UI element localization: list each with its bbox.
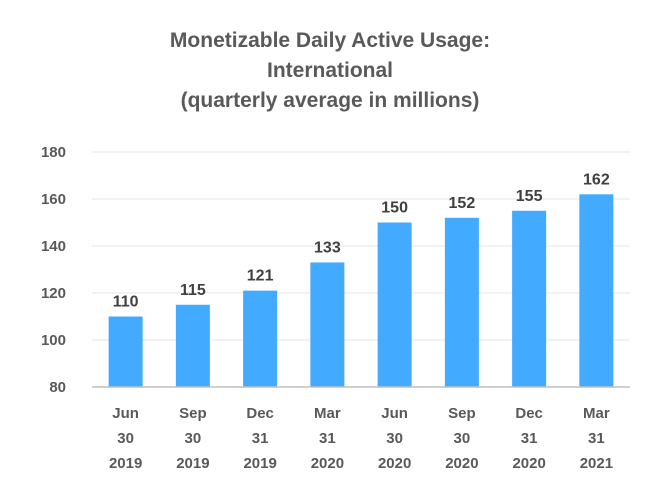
x-tick-label-line: 2020 bbox=[311, 455, 344, 472]
bar bbox=[444, 217, 479, 387]
chart-title: Monetizable Daily Active Usage: Internat… bbox=[0, 26, 660, 116]
gridlines bbox=[92, 151, 630, 341]
x-tick-label: Sep 30 2020 bbox=[445, 405, 478, 472]
x-tick-label-line: 2020 bbox=[512, 455, 545, 472]
y-tick-label: 180 bbox=[41, 144, 66, 161]
x-tick-label-line: Dec bbox=[246, 405, 274, 422]
y-tick-label: 140 bbox=[41, 238, 66, 255]
bar bbox=[175, 304, 210, 387]
x-tick-label: Jun 30 2020 bbox=[378, 405, 411, 472]
data-label: 110 bbox=[113, 294, 139, 311]
data-labels: 110 115 121 133 150 152 155 162 bbox=[113, 171, 610, 310]
x-tick-label: Jun 30 2019 bbox=[109, 405, 142, 472]
data-label: 150 bbox=[381, 200, 408, 217]
x-tick-label-line: 30 bbox=[185, 430, 202, 447]
data-label: 155 bbox=[516, 188, 543, 205]
data-label: 162 bbox=[583, 171, 610, 188]
x-tick-label-line: 2020 bbox=[445, 455, 478, 472]
x-tick-label: Mar 31 2021 bbox=[580, 405, 613, 472]
bar bbox=[108, 316, 143, 387]
x-tick-label-line: 31 bbox=[252, 430, 269, 447]
chart-title-line-2: International bbox=[266, 59, 393, 82]
chart-title-line-3: (quarterly average in millions) bbox=[180, 89, 480, 112]
bar bbox=[377, 222, 412, 387]
x-tick-label-line: Jun bbox=[381, 405, 408, 422]
data-label: 133 bbox=[314, 239, 341, 256]
x-tick-label-line: 31 bbox=[319, 430, 336, 447]
data-label: 115 bbox=[180, 282, 206, 299]
x-tick-label-line: 30 bbox=[454, 430, 471, 447]
x-tick-label: Dec 31 2019 bbox=[243, 405, 276, 472]
x-tick-label: Dec 31 2020 bbox=[512, 405, 545, 472]
x-tick-label-line: 31 bbox=[521, 430, 538, 447]
bars bbox=[108, 194, 614, 387]
x-tick-label: Mar 31 2020 bbox=[311, 405, 344, 472]
x-tick-label-line: 2020 bbox=[378, 455, 411, 472]
x-axis: Jun 30 2019 Sep 30 2019 Dec 31 2019 Mar 31 2020 Jun 3… bbox=[92, 386, 630, 472]
x-tick-label: Sep 30 2019 bbox=[176, 405, 209, 472]
x-tick-label-line: Jun bbox=[112, 405, 139, 422]
x-tick-label-line: Mar bbox=[314, 405, 341, 422]
bar bbox=[512, 210, 547, 387]
bar bbox=[243, 290, 278, 387]
y-tick-label: 100 bbox=[41, 332, 66, 349]
x-tick-label-line: 2019 bbox=[109, 455, 142, 472]
y-tick-label: 160 bbox=[41, 191, 66, 208]
x-tick-label-line: 31 bbox=[588, 430, 605, 447]
x-tick-label-line: Mar bbox=[583, 405, 610, 422]
x-tick-label-line: Dec bbox=[515, 405, 543, 422]
x-tick-label-line: Sep bbox=[179, 405, 207, 422]
x-tick-label-line: 2021 bbox=[580, 455, 613, 472]
bar bbox=[579, 194, 614, 387]
bar bbox=[310, 262, 345, 387]
chart-title-line-1: Monetizable Daily Active Usage: bbox=[169, 29, 491, 52]
data-label: 152 bbox=[449, 195, 476, 212]
y-tick-label: 80 bbox=[49, 379, 66, 396]
x-tick-label-line: 2019 bbox=[243, 455, 276, 472]
x-tick-label-line: 30 bbox=[117, 430, 134, 447]
x-tick-label-line: Sep bbox=[448, 405, 476, 422]
y-tick-label: 120 bbox=[41, 285, 66, 302]
data-label: 121 bbox=[247, 268, 274, 285]
x-tick-label-line: 30 bbox=[386, 430, 403, 447]
x-tick-label-line: 2019 bbox=[176, 455, 209, 472]
y-axis: 80 100 120 140 160 180 bbox=[41, 144, 66, 396]
